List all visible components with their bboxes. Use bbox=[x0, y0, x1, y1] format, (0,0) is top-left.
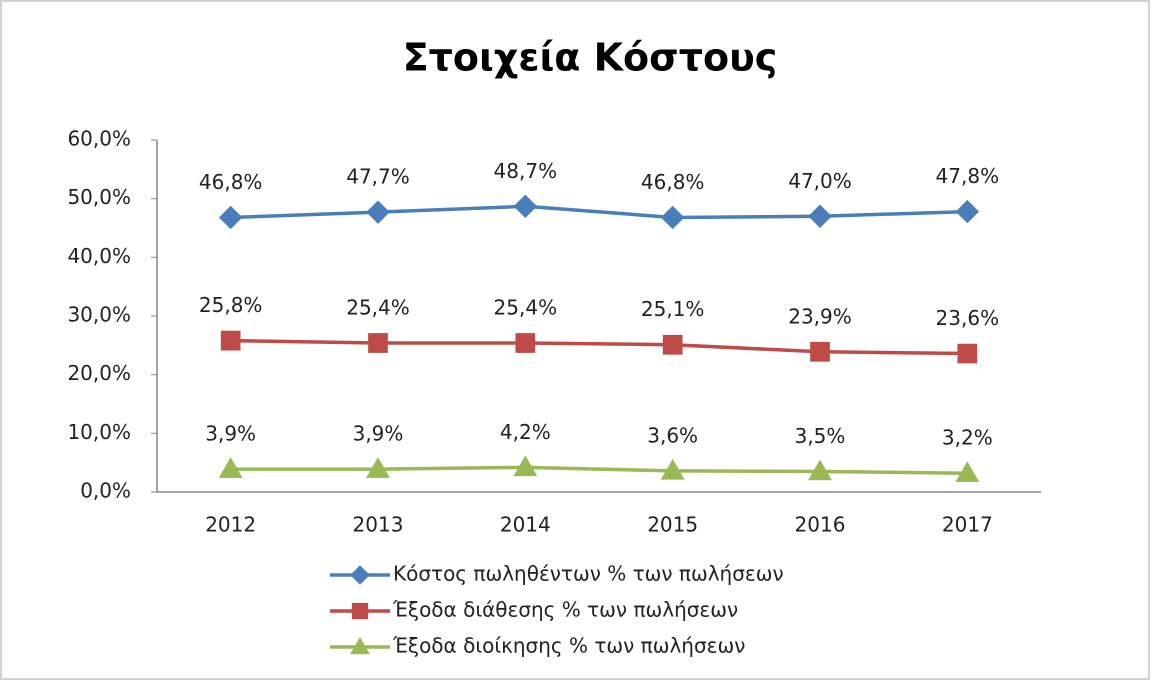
x-tick-label: 2014 bbox=[500, 513, 551, 537]
data-point bbox=[810, 341, 830, 362]
x-tick-label: 2015 bbox=[647, 513, 698, 537]
chart-title: Στοιχεία Κόστους bbox=[403, 36, 778, 80]
data-label: 25,4% bbox=[494, 295, 558, 319]
data-point bbox=[660, 205, 685, 230]
data-point bbox=[660, 458, 685, 480]
data-point bbox=[366, 200, 390, 224]
data-point bbox=[513, 194, 538, 219]
data-point bbox=[218, 457, 243, 478]
series-line bbox=[230, 465, 968, 475]
data-label: 46,8% bbox=[641, 170, 705, 194]
data-label: 3,9% bbox=[353, 422, 404, 446]
y-tick-label: 40,0% bbox=[67, 244, 131, 268]
legend-marker bbox=[350, 565, 370, 585]
data-point bbox=[662, 334, 683, 355]
data-label: 48,7% bbox=[494, 159, 558, 183]
data-point bbox=[515, 333, 536, 353]
y-tick-label: 30,0% bbox=[67, 303, 131, 327]
data-label: 3,2% bbox=[942, 426, 993, 450]
data-point bbox=[808, 204, 832, 228]
data-label: 46,8% bbox=[199, 170, 263, 194]
data-label: 23,6% bbox=[936, 306, 1000, 330]
data-label: 25,8% bbox=[199, 293, 263, 317]
y-tick-label: 50,0% bbox=[67, 185, 131, 209]
legend-label: Έξοδα διοίκησης % των πωλήσεων bbox=[392, 634, 745, 658]
x-tick-label: 2017 bbox=[942, 513, 993, 537]
legend-marker bbox=[351, 602, 369, 620]
y-tick-label: 0,0% bbox=[80, 479, 131, 503]
data-point bbox=[957, 343, 978, 364]
data-label: 3,6% bbox=[647, 423, 698, 447]
series-line bbox=[230, 338, 968, 356]
legend-marker bbox=[350, 636, 370, 655]
data-label: 47,7% bbox=[346, 165, 410, 189]
y-tick-label: 20,0% bbox=[67, 361, 131, 385]
data-label: 47,0% bbox=[788, 169, 852, 193]
data-point bbox=[513, 455, 538, 477]
data-label: 4,2% bbox=[500, 420, 551, 444]
data-point bbox=[955, 199, 980, 224]
data-point bbox=[366, 457, 390, 478]
data-label: 23,9% bbox=[788, 304, 852, 328]
data-label: 25,4% bbox=[346, 295, 410, 319]
data-point bbox=[218, 205, 243, 230]
data-label: 3,5% bbox=[795, 424, 846, 448]
legend-label: Έξοδα διάθεσης % των πωλήσεων bbox=[392, 598, 738, 622]
y-tick-label: 10,0% bbox=[67, 420, 131, 444]
data-point bbox=[368, 333, 388, 353]
data-point bbox=[220, 330, 241, 351]
data-label: 25,1% bbox=[641, 297, 705, 321]
y-tick-label: 60,0% bbox=[67, 127, 131, 151]
data-point bbox=[808, 459, 832, 481]
series-line bbox=[230, 204, 968, 220]
legend-label: Κόστος πωληθέντων % των πωλήσεων bbox=[393, 562, 784, 586]
x-tick-label: 2012 bbox=[205, 513, 256, 537]
data-label: 47,8% bbox=[936, 164, 1000, 188]
x-tick-label: 2013 bbox=[353, 513, 404, 537]
data-point bbox=[955, 461, 980, 482]
data-label: 3,9% bbox=[205, 422, 256, 446]
x-tick-label: 2016 bbox=[795, 513, 846, 537]
